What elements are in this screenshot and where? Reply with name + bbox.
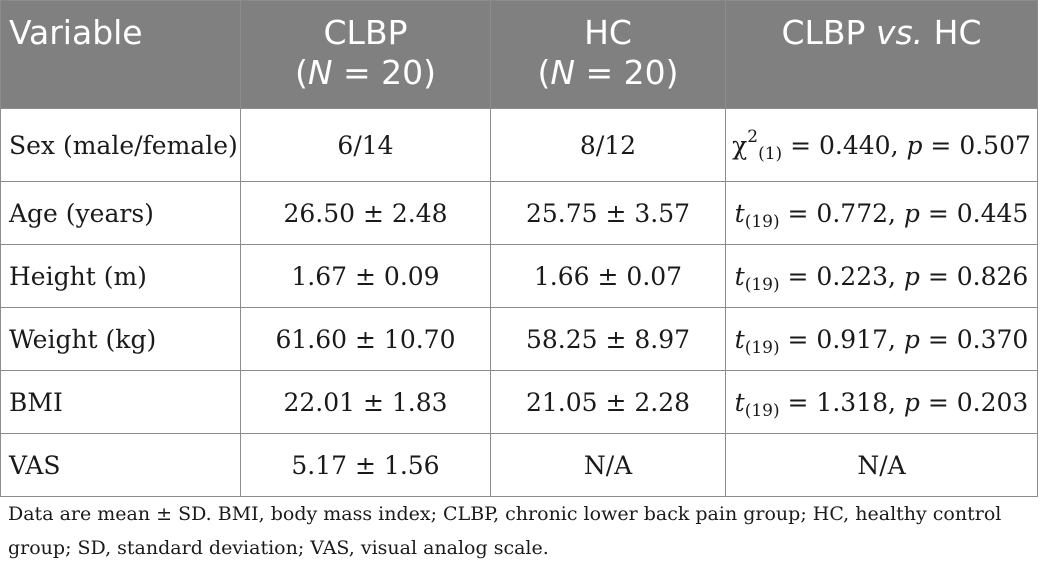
header-clbp-n-suffix: = 20)	[332, 53, 437, 92]
stat-p-value: = 0.507	[922, 130, 1031, 160]
header-hc: HC (N = 20)	[490, 0, 726, 109]
cell-variable: Sex (male/female)	[0, 108, 241, 182]
cell-variable: Age (years)	[0, 181, 241, 245]
header-clbp: CLBP (N = 20)	[240, 0, 491, 109]
stat-p-label: p	[903, 198, 920, 228]
cell-comparison: t(19) = 0.917, p = 0.370	[725, 307, 1038, 371]
cell-comparison: t(19) = 0.223, p = 0.826	[725, 244, 1038, 308]
cell-hc: N/A	[490, 433, 726, 497]
header-hc-name: HC	[584, 13, 632, 52]
header-variable: Variable	[0, 0, 241, 109]
cell-variable: Height (m)	[0, 244, 241, 308]
stat-sub: (1)	[758, 143, 783, 164]
stat-symbol: t	[734, 387, 745, 417]
cell-clbp: 61.60 ± 10.70	[240, 307, 491, 371]
header-hc-n-prefix: (	[537, 53, 551, 92]
header-comparison-vs: vs.	[875, 13, 924, 52]
stat-value: = 0.440,	[782, 130, 907, 160]
stat-p-label: p	[903, 324, 920, 354]
stat-value: = 1.318,	[779, 387, 904, 417]
header-hc-n-suffix: = 20)	[575, 53, 679, 92]
cell-hc: 1.66 ± 0.07	[490, 244, 726, 308]
stat-sub: (19)	[744, 211, 780, 232]
stat-value: = 0.917,	[779, 324, 904, 354]
cell-comparison: N/A	[725, 433, 1038, 497]
stat-p-value: = 0.826	[919, 261, 1029, 291]
stat-p-label: p	[906, 130, 923, 160]
header-variable-label: Variable	[9, 13, 143, 52]
cell-comparison: χ2(1) = 0.440, p = 0.507	[725, 108, 1038, 182]
cell-comparison: t(19) = 0.772, p = 0.445	[725, 181, 1038, 245]
table-row: VAS 5.17 ± 1.56 N/A N/A	[0, 433, 1038, 497]
stat-sup: 2	[747, 126, 759, 147]
cell-hc: 8/12	[490, 108, 726, 182]
header-comparison-right: HC	[923, 13, 982, 52]
table-row: Weight (kg) 61.60 ± 10.70 58.25 ± 8.97 t…	[0, 307, 1038, 371]
cell-variable: VAS	[0, 433, 241, 497]
cell-comparison: t(19) = 1.318, p = 0.203	[725, 370, 1038, 434]
table-row: Height (m) 1.67 ± 0.09 1.66 ± 0.07 t(19)…	[0, 244, 1038, 308]
stat-p-value: = 0.445	[919, 198, 1029, 228]
stat-symbol: t	[734, 198, 745, 228]
stat-symbol: t	[734, 324, 745, 354]
cell-clbp: 26.50 ± 2.48	[240, 181, 491, 245]
stat-value: = 0.772,	[779, 198, 904, 228]
demographics-table: Variable CLBP (N = 20) HC (N = 20) CLBP …	[0, 0, 1038, 497]
stat-p-value: = 0.370	[919, 324, 1029, 354]
table-row: Sex (male/female) 6/14 8/12 χ2(1) = 0.44…	[0, 108, 1038, 182]
table-row: Age (years) 26.50 ± 2.48 25.75 ± 3.57 t(…	[0, 181, 1038, 245]
stat-p-label: p	[903, 261, 920, 291]
cell-clbp: 1.67 ± 0.09	[240, 244, 491, 308]
header-row: Variable CLBP (N = 20) HC (N = 20) CLBP …	[0, 0, 1038, 109]
stat-value: = 0.223,	[779, 261, 904, 291]
stat-p-label: p	[903, 387, 920, 417]
cell-clbp: 22.01 ± 1.83	[240, 370, 491, 434]
header-clbp-n-prefix: (	[294, 53, 308, 92]
cell-variable: BMI	[0, 370, 241, 434]
cell-hc: 21.05 ± 2.28	[490, 370, 726, 434]
cell-variable: Weight (kg)	[0, 307, 241, 371]
cell-hc: 58.25 ± 8.97	[490, 307, 726, 371]
table-footnote: Data are mean ± SD. BMI, body mass index…	[8, 503, 1002, 559]
stat-sub: (19)	[744, 337, 780, 358]
stat-sub: (19)	[744, 400, 780, 421]
header-clbp-n-var: N	[307, 53, 333, 92]
header-hc-n-var: N	[550, 53, 576, 92]
table-row: BMI 22.01 ± 1.83 21.05 ± 2.28 t(19) = 1.…	[0, 370, 1038, 434]
stat-sub: (19)	[744, 274, 780, 295]
cell-clbp: 5.17 ± 1.56	[240, 433, 491, 497]
header-comparison-left: CLBP	[781, 13, 876, 52]
stat-symbol: χ	[732, 130, 748, 160]
stat-p-value: = 0.203	[919, 387, 1029, 417]
cell-hc: 25.75 ± 3.57	[490, 181, 726, 245]
stat-symbol: t	[734, 261, 745, 291]
cell-clbp: 6/14	[240, 108, 491, 182]
header-comparison: CLBP vs. HC	[725, 0, 1038, 109]
header-clbp-name: CLBP	[323, 13, 408, 52]
